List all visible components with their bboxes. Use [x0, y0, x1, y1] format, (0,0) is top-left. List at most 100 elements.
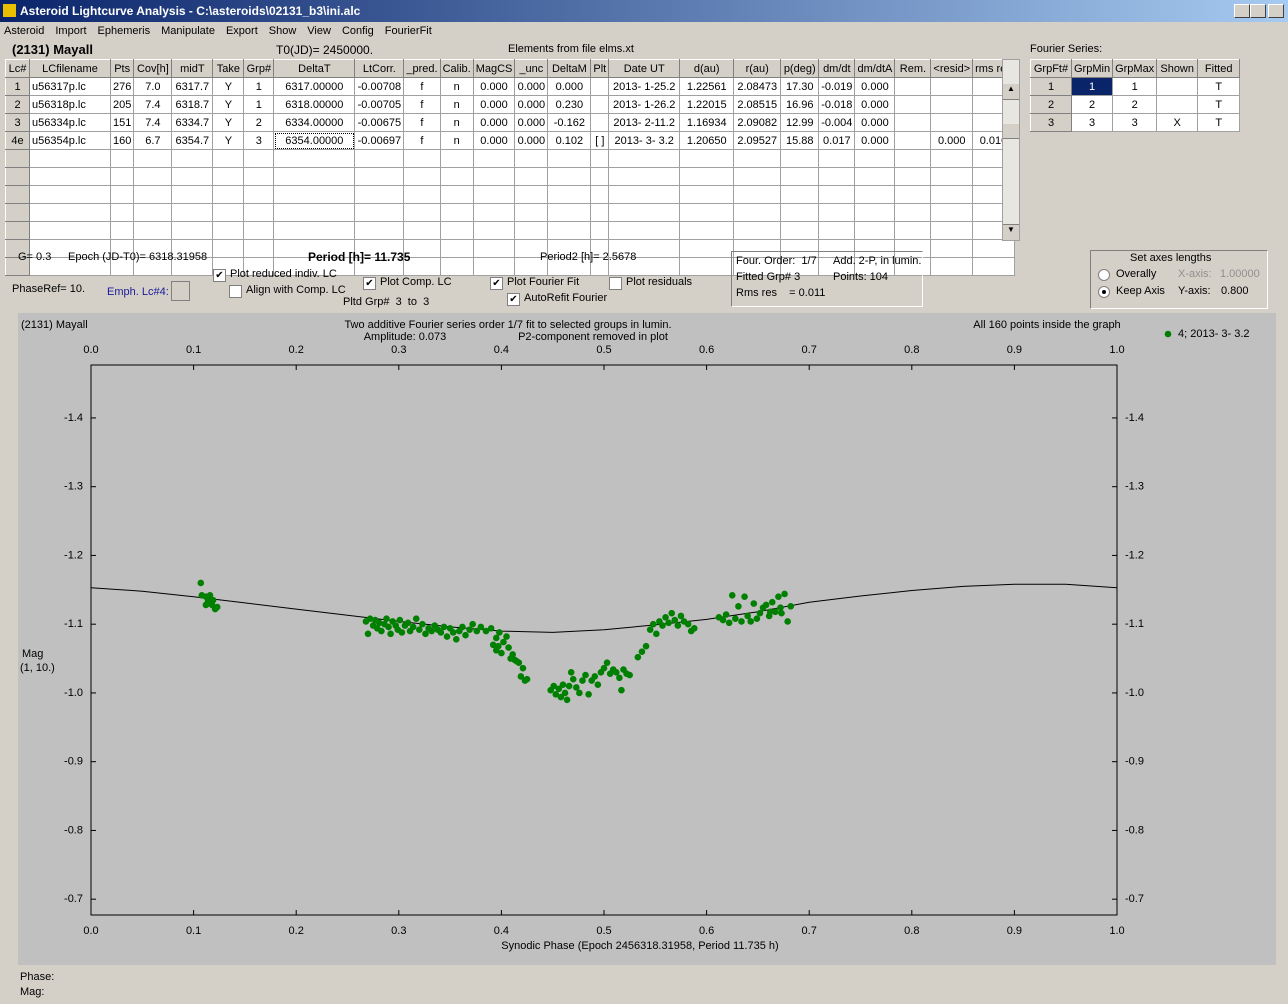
table-cell[interactable]: -0.018 [818, 95, 856, 114]
table-cell[interactable] [403, 185, 441, 204]
table-cell[interactable]: 2.09527 [733, 131, 782, 150]
table-cell[interactable]: -0.019 [818, 77, 856, 96]
table-cell[interactable] [29, 221, 111, 240]
table-cell[interactable] [679, 185, 735, 204]
table-cell[interactable] [547, 257, 592, 276]
table-cell[interactable] [733, 185, 782, 204]
table-cell[interactable]: u56354p.lc [29, 131, 111, 150]
table-cell[interactable] [679, 257, 735, 276]
table-cell[interactable] [212, 203, 245, 222]
table-cell[interactable] [780, 185, 820, 204]
table-cell[interactable] [608, 221, 681, 240]
row-header[interactable]: 4e [5, 131, 30, 150]
table-cell[interactable] [930, 185, 974, 204]
table-cell[interactable] [930, 257, 974, 276]
checkbox[interactable]: ✔ [507, 293, 520, 306]
table-cell[interactable] [354, 221, 405, 240]
table-cell[interactable] [733, 203, 782, 222]
table-cell[interactable] [514, 185, 549, 204]
table-cell[interactable]: 205 [109, 95, 135, 114]
table-cell[interactable]: 2013- 2-11.2 [608, 113, 681, 132]
table-cell[interactable] [472, 185, 516, 204]
table-cell[interactable] [243, 167, 275, 186]
table-cell[interactable] [780, 221, 820, 240]
table-cell[interactable] [514, 149, 549, 168]
table-cell[interactable]: 1.16934 [679, 113, 735, 132]
table-cell[interactable]: 7.4 [133, 113, 173, 132]
table-cell[interactable] [608, 185, 681, 204]
table-cell[interactable]: 6317.00000 [273, 77, 356, 96]
table-cell[interactable] [1156, 77, 1199, 96]
menu-item[interactable]: Asteroid [4, 25, 45, 37]
table-cell[interactable] [894, 131, 932, 150]
table-cell[interactable]: 0.017 [818, 131, 856, 150]
table-cell[interactable]: u56318p.lc [29, 95, 111, 114]
table-cell[interactable] [472, 221, 516, 240]
table-cell[interactable]: n [439, 113, 474, 132]
table-cell[interactable]: 2.08473 [733, 77, 782, 96]
table-cell[interactable] [29, 167, 111, 186]
table-cell[interactable] [854, 185, 896, 204]
table-cell[interactable] [547, 149, 592, 168]
table-cell[interactable] [133, 185, 173, 204]
table-cell[interactable] [972, 239, 1015, 258]
table-cell[interactable] [273, 185, 356, 204]
table-cell[interactable] [354, 185, 405, 204]
table-cell[interactable] [733, 149, 782, 168]
table-cell[interactable]: n [439, 77, 474, 96]
table-cell[interactable] [608, 203, 681, 222]
table-cell[interactable] [547, 221, 592, 240]
table-cell[interactable] [590, 113, 610, 132]
table-cell[interactable] [243, 185, 275, 204]
table-cell[interactable]: 1.22561 [679, 77, 735, 96]
row-header[interactable] [5, 257, 30, 276]
table-cell[interactable] [930, 149, 974, 168]
table-cell[interactable]: u56334p.lc [29, 113, 111, 132]
table-cell[interactable] [439, 239, 474, 258]
table-cell[interactable]: 6334.7 [171, 113, 214, 132]
table-cell[interactable] [171, 185, 214, 204]
table-cell[interactable] [273, 167, 356, 186]
table-cell[interactable]: 0.000 [472, 77, 516, 96]
table-cell[interactable] [894, 221, 932, 240]
table-cell[interactable] [29, 203, 111, 222]
table-cell[interactable]: 1 [1070, 77, 1114, 96]
menu-item[interactable]: Export [225, 25, 258, 37]
table-cell[interactable] [818, 185, 856, 204]
table-cell[interactable]: 0.000 [514, 113, 549, 132]
table-cell[interactable] [818, 149, 856, 168]
table-cell[interactable] [894, 185, 932, 204]
table-cell[interactable] [171, 167, 214, 186]
table-cell[interactable] [243, 203, 275, 222]
table-cell[interactable] [590, 221, 610, 240]
table-cell[interactable] [514, 203, 549, 222]
table-cell[interactable] [854, 221, 896, 240]
table-cell[interactable] [514, 167, 549, 186]
table-cell[interactable] [590, 203, 610, 222]
table-cell[interactable] [403, 257, 441, 276]
table-cell[interactable]: 0.000 [472, 95, 516, 114]
restore-button[interactable] [1250, 4, 1266, 18]
table-cell[interactable] [930, 77, 974, 96]
table-cell[interactable]: 0.000 [930, 131, 974, 150]
table-cell[interactable]: 1.20650 [679, 131, 735, 150]
table-cell[interactable]: 0.000 [854, 95, 896, 114]
table-cell[interactable]: 2.09082 [733, 113, 782, 132]
table-cell[interactable] [590, 95, 610, 114]
table-cell[interactable] [894, 95, 932, 114]
minimize-button[interactable] [1234, 4, 1250, 18]
table-cell[interactable] [212, 185, 245, 204]
table-cell[interactable]: -0.00705 [354, 95, 405, 114]
table-cell[interactable]: 3 [1112, 113, 1158, 132]
table-cell[interactable] [547, 203, 592, 222]
table-cell[interactable] [439, 149, 474, 168]
row-header[interactable]: 2 [1030, 95, 1072, 114]
table-cell[interactable]: 0.000 [472, 131, 516, 150]
table-cell[interactable] [109, 203, 135, 222]
table-cell[interactable]: 0.000 [854, 77, 896, 96]
checkbox[interactable]: ✔ [363, 277, 376, 290]
table-cell[interactable] [608, 149, 681, 168]
table-cell[interactable] [514, 221, 549, 240]
table-cell[interactable]: X [1156, 113, 1199, 132]
table-cell[interactable] [854, 149, 896, 168]
